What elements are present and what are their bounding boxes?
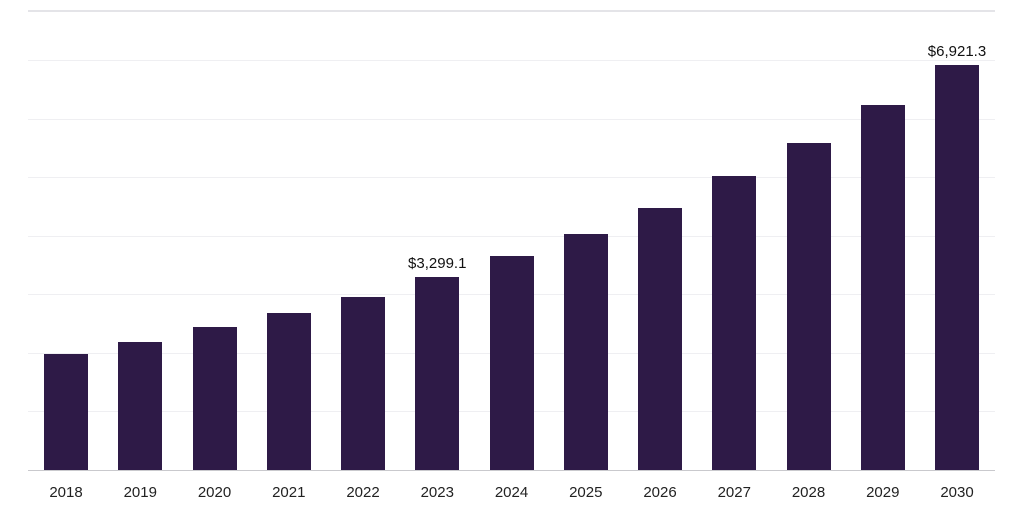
- bar-2019: [118, 342, 163, 470]
- x-tick-label: 2029: [866, 484, 900, 501]
- gridline: [28, 118, 995, 120]
- x-tick-label: 2030: [940, 484, 974, 501]
- x-tick-label: 2020: [197, 484, 232, 501]
- x-tick-label: 2021: [272, 484, 306, 501]
- bar-value-label: $6,921.3: [927, 42, 987, 60]
- gridline: [28, 177, 995, 179]
- bar-2021: [266, 313, 311, 470]
- bar-2023: [415, 276, 460, 470]
- bar-2018: [44, 354, 88, 470]
- plot-top-line: [28, 10, 995, 12]
- bar-2024: [489, 255, 534, 470]
- bar-2020: [192, 327, 237, 470]
- bar-2022: [341, 296, 385, 470]
- bar-2030: [935, 64, 979, 470]
- x-tick-label: 2019: [123, 484, 157, 501]
- bar-2028: [786, 142, 831, 470]
- bar-value-label: $3,299.1: [408, 254, 467, 272]
- x-tick-label: 2025: [569, 484, 603, 501]
- gridline: [28, 60, 995, 62]
- x-tick-label: 2028: [791, 484, 826, 501]
- bar-2029: [860, 104, 905, 470]
- bar-2025: [563, 233, 608, 470]
- x-tick-label: 2018: [49, 484, 83, 501]
- x-tick-label: 2024: [494, 484, 529, 501]
- bar-2027: [712, 175, 757, 470]
- x-tick-label: 2023: [420, 484, 454, 501]
- x-tick-label: 2022: [346, 484, 380, 501]
- x-tick-label: 2027: [717, 484, 751, 501]
- x-tick-label: 2026: [643, 484, 677, 501]
- x-axis-line: [28, 470, 995, 471]
- gridline: [28, 235, 995, 237]
- bar-2026: [638, 207, 682, 470]
